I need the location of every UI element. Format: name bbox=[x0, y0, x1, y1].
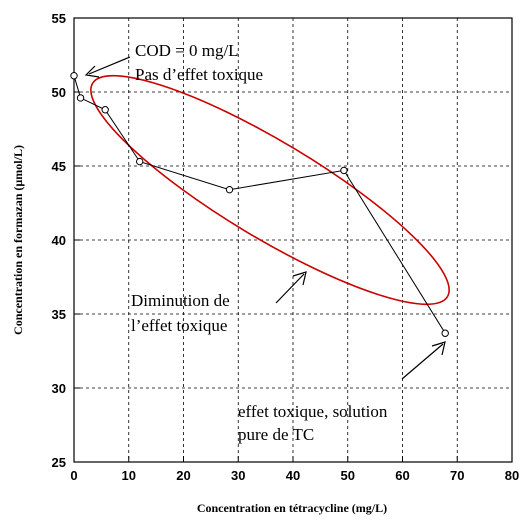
x-tick-label: 70 bbox=[450, 468, 464, 483]
y-tick-label: 50 bbox=[52, 85, 66, 100]
x-tick-label: 50 bbox=[341, 468, 355, 483]
y-tick-label: 25 bbox=[52, 455, 66, 470]
series-layer bbox=[70, 72, 449, 337]
x-tick-label: 20 bbox=[176, 468, 190, 483]
data-point bbox=[136, 157, 144, 166]
annotation-cod-line1: COD = 0 mg/L bbox=[135, 41, 239, 60]
x-tick-label: 80 bbox=[505, 468, 519, 483]
x-tick-label: 30 bbox=[231, 468, 245, 483]
series-line bbox=[73, 75, 446, 334]
y-tick-label: 40 bbox=[52, 233, 66, 248]
arrow-diminution bbox=[275, 271, 307, 304]
data-point bbox=[101, 106, 109, 114]
y-tick-label: 45 bbox=[52, 159, 66, 174]
data-point bbox=[340, 166, 348, 175]
annotation-toxic-line1: effet toxique, solution bbox=[238, 402, 388, 421]
data-point bbox=[70, 72, 78, 80]
x-tick-label: 0 bbox=[70, 468, 77, 483]
x-tick-label: 10 bbox=[122, 468, 136, 483]
y-tick-label: 55 bbox=[52, 11, 66, 26]
tick-layer: 0 10 20 30 40 50 60 70 80 25 30 35 40 45 50 55 bbox=[52, 11, 520, 483]
data-point bbox=[225, 185, 234, 194]
x-tick-label: 60 bbox=[395, 468, 409, 483]
y-tick-label: 30 bbox=[52, 381, 66, 396]
annotation-cod-line2: Pas d’effet toxique bbox=[135, 65, 263, 84]
y-tick-label: 35 bbox=[52, 307, 66, 322]
annotation-diminution-line1: Diminution de bbox=[131, 291, 230, 310]
arrow-toxic bbox=[401, 341, 446, 380]
data-point bbox=[441, 329, 449, 337]
highlight-ellipse bbox=[90, 74, 450, 306]
y-axis-label: Concentration en formazan (µmol/L) bbox=[11, 145, 25, 335]
x-tick-label: 40 bbox=[286, 468, 300, 483]
ellipse-layer bbox=[90, 74, 450, 306]
annotation-toxic-line2: pure de TC bbox=[238, 425, 314, 444]
data-point bbox=[76, 94, 85, 102]
x-axis-label: Concentration en tétracycline (mg/L) bbox=[197, 501, 387, 515]
arrow-cod bbox=[84, 56, 131, 78]
grid-layer bbox=[74, 18, 512, 462]
annotation-diminution-line2: l’effet toxique bbox=[131, 316, 227, 335]
